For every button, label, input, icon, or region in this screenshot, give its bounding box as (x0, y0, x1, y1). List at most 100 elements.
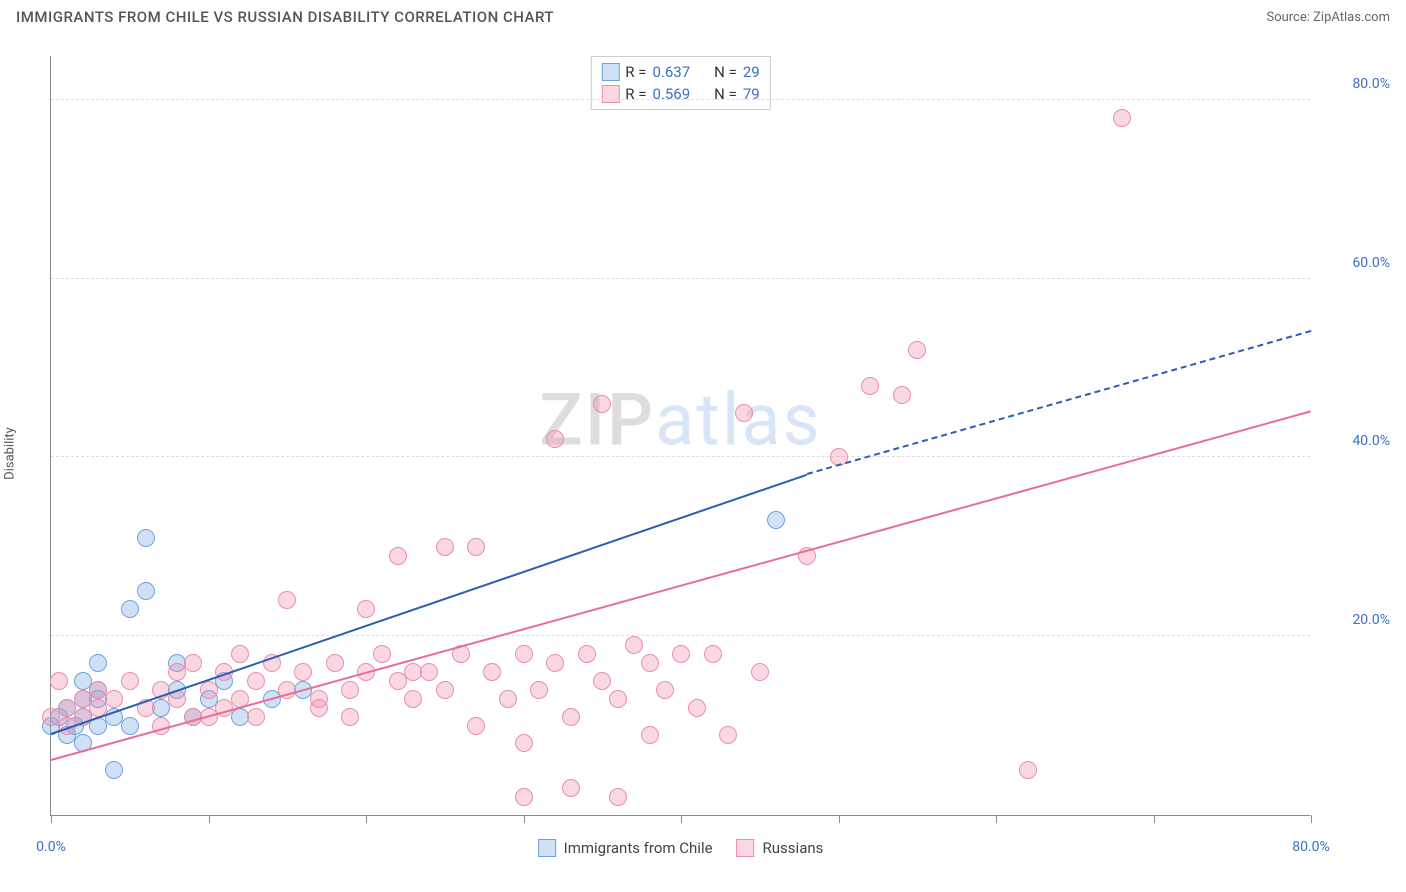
data-point (593, 672, 611, 690)
data-point (137, 529, 155, 547)
data-point (357, 600, 375, 618)
data-point (609, 788, 627, 806)
legend-label: Russians (763, 839, 824, 857)
data-point (184, 654, 202, 672)
data-point (137, 582, 155, 600)
data-point (247, 672, 265, 690)
data-point (341, 708, 359, 726)
data-point (436, 538, 454, 556)
legend-item: Immigrants from Chile (538, 839, 713, 857)
data-point (751, 663, 769, 681)
data-point (341, 681, 359, 699)
trend-line (51, 473, 808, 734)
gridline (51, 278, 1310, 279)
data-point (310, 699, 328, 717)
data-point (515, 788, 533, 806)
r-label: R = (625, 85, 646, 103)
data-point (278, 591, 296, 609)
data-point (908, 341, 926, 359)
chart-container: Disability ZIPatlas R = 0.637 N = 29 R =… (0, 36, 1406, 856)
data-point (404, 663, 422, 681)
data-point (625, 636, 643, 654)
x-tick (681, 815, 682, 823)
data-point (735, 404, 753, 422)
data-point (404, 690, 422, 708)
legend-row: R = 0.637 N = 29 (601, 61, 759, 83)
swatch-icon (601, 63, 619, 81)
data-point (294, 663, 312, 681)
data-point (578, 645, 596, 663)
data-point (562, 779, 580, 797)
y-axis-label: Disability (3, 427, 18, 480)
data-point (704, 645, 722, 663)
trend-line (807, 330, 1312, 475)
watermark-zip: ZIP (539, 378, 655, 463)
legend-label: Immigrants from Chile (564, 839, 713, 857)
data-point (609, 690, 627, 708)
data-point (50, 672, 68, 690)
data-point (893, 386, 911, 404)
swatch-icon (538, 839, 556, 857)
r-label: R = (625, 63, 646, 81)
data-point (767, 511, 785, 529)
data-point (105, 690, 123, 708)
data-point (420, 663, 438, 681)
x-tick (51, 815, 52, 823)
data-point (672, 645, 690, 663)
data-point (1019, 761, 1037, 779)
legend-item: Russians (737, 839, 824, 857)
x-tick-label: 0.0% (36, 839, 66, 855)
gridline (51, 456, 1310, 457)
n-label: N = (714, 63, 737, 81)
n-label: N = (714, 85, 737, 103)
gridline (51, 635, 1310, 636)
data-point (499, 690, 517, 708)
source-label: Source: ZipAtlas.com (1266, 10, 1390, 25)
x-tick (1154, 815, 1155, 823)
data-point (105, 761, 123, 779)
x-tick (996, 815, 997, 823)
x-tick-label: 80.0% (1292, 839, 1330, 855)
data-point (467, 538, 485, 556)
y-tick-label: 20.0% (1320, 612, 1390, 628)
data-point (546, 430, 564, 448)
x-tick (1311, 815, 1312, 823)
r-value: 0.637 (652, 63, 690, 81)
data-point (1113, 109, 1131, 127)
plot-area: ZIPatlas R = 0.637 N = 29 R = 0.569 N = … (50, 56, 1310, 816)
data-point (389, 547, 407, 565)
data-point (641, 726, 659, 744)
data-point (656, 681, 674, 699)
data-point (200, 681, 218, 699)
data-point (593, 395, 611, 413)
gridline (51, 99, 1310, 100)
data-point (231, 645, 249, 663)
y-tick-label: 60.0% (1320, 255, 1390, 271)
data-point (861, 377, 879, 395)
data-point (546, 654, 564, 672)
data-point (515, 734, 533, 752)
data-point (515, 645, 533, 663)
x-tick (366, 815, 367, 823)
data-point (719, 726, 737, 744)
swatch-icon (737, 839, 755, 857)
y-tick-label: 80.0% (1320, 76, 1390, 92)
data-point (641, 654, 659, 672)
data-point (121, 600, 139, 618)
data-point (89, 654, 107, 672)
x-tick (839, 815, 840, 823)
data-point (373, 645, 391, 663)
data-point (688, 699, 706, 717)
swatch-icon (601, 85, 619, 103)
data-point (530, 681, 548, 699)
n-value: 29 (743, 63, 760, 81)
legend-row: R = 0.569 N = 79 (601, 83, 759, 105)
data-point (467, 717, 485, 735)
r-value: 0.569 (652, 85, 690, 103)
watermark: ZIPatlas (539, 378, 821, 463)
data-point (121, 672, 139, 690)
legend-series: Immigrants from Chile Russians (538, 839, 824, 857)
n-value: 79 (743, 85, 760, 103)
x-tick (209, 815, 210, 823)
data-point (326, 654, 344, 672)
